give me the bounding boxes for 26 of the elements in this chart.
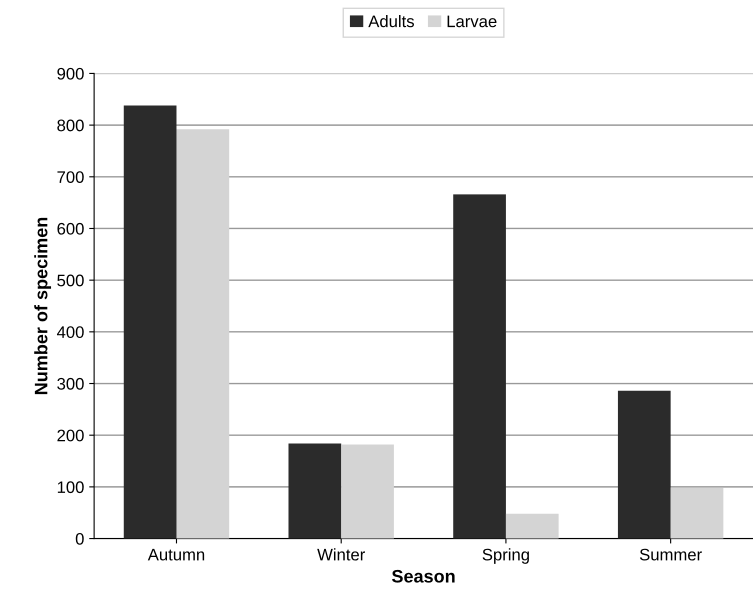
legend-label: Larvae: [448, 16, 496, 28]
x-tick-label: Winter: [317, 548, 366, 561]
bar: [288, 443, 342, 539]
y-axis-title: Number of specimen: [34, 218, 52, 394]
bar: [341, 444, 394, 539]
y-tick-label: 500: [57, 274, 84, 286]
x-tick-label: Spring: [482, 548, 529, 564]
x-axis-title: Season: [392, 570, 455, 583]
bar: [453, 194, 506, 539]
y-tick-label: 0: [76, 532, 84, 545]
y-tick-label: 200: [57, 430, 84, 442]
y-tick-label: 700: [57, 171, 84, 184]
y-tick-label: 800: [57, 120, 84, 132]
x-tick-label: Summer: [640, 548, 702, 561]
legend-label: Adults: [368, 14, 414, 28]
y-tick-label: 600: [57, 222, 84, 235]
y-tick-label: 100: [58, 481, 84, 494]
bar: [176, 129, 230, 539]
y-tick-label: 900: [57, 68, 84, 80]
bar: [506, 514, 559, 539]
x-tick-label: Autumn: [148, 548, 204, 561]
y-tick-label: 400: [56, 326, 84, 338]
bar: [618, 390, 671, 539]
y-tick-label: 300: [57, 378, 84, 390]
bar: [670, 487, 724, 539]
bar: [124, 105, 176, 539]
